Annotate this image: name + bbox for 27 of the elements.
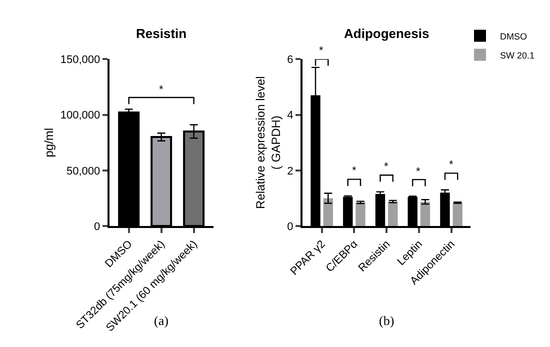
y-tick-label: 100,000 [60,110,100,122]
chart-title: Resistin [136,26,187,41]
text: (a) [154,313,168,328]
annotation: * [449,159,454,171]
y-axis-title: Relative expression level ( GAPDH) [253,76,283,209]
annotation: * [159,84,164,96]
annotation: * [384,161,389,173]
y-axis-title: pg/ml [42,128,56,158]
annotation: * [352,165,357,177]
y-tick-label: 2 [287,165,294,178]
legend-label: DMSO [500,31,527,42]
bar [420,202,430,226]
y-tick-label: 150,000 [60,54,100,66]
legend-label: SW 20.1 [500,50,535,60]
y-tick-label: 50,000 [66,165,100,178]
chart-title: Adipogenesis [344,26,430,41]
bar [388,202,398,226]
bar [356,202,366,226]
y-tick-label: 0 [94,220,100,233]
y-tick-label: 6 [287,54,294,66]
bar [452,202,462,226]
text: (b) [379,313,394,328]
text: * [319,45,324,57]
y-tick-label: 4 [287,110,294,122]
y-tick-label: 0 [287,220,294,233]
bar [323,198,333,226]
annotation: * [416,166,421,178]
